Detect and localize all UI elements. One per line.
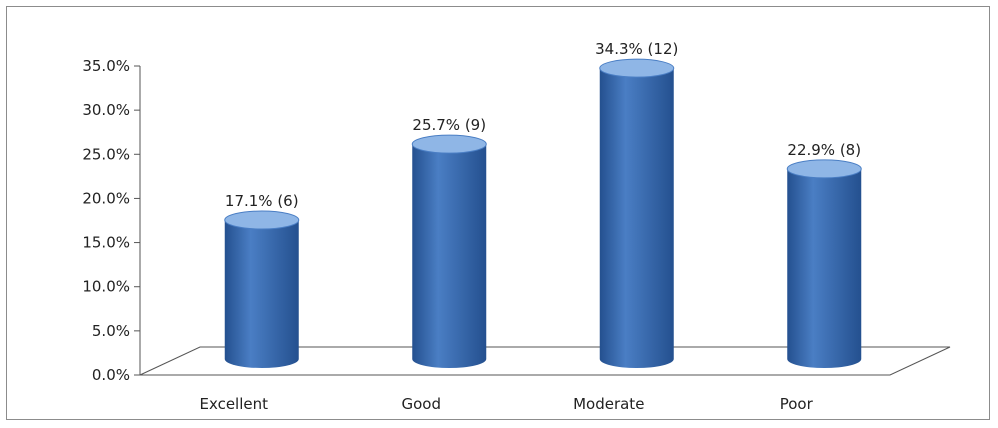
- bar: [411, 134, 487, 368]
- bar-chart: 0.0% 5.0% 10.0% 15.0% 20.0% 25.0% 30.0% 35.0% 17…: [82, 40, 951, 413]
- category-label: Good: [402, 395, 442, 413]
- chart-floor: [139, 346, 951, 376]
- data-label: 17.1% (6): [225, 192, 299, 210]
- bar-top: [599, 58, 675, 78]
- data-label: 25.7% (9): [412, 116, 486, 134]
- bar: [599, 58, 675, 369]
- y-tick-label: 25.0%: [82, 145, 130, 163]
- y-tick-label: 15.0%: [82, 234, 130, 252]
- y-tick-label: 5.0%: [92, 322, 130, 340]
- bar-body: [787, 168, 862, 368]
- y-tick-label: 10.0%: [82, 278, 130, 296]
- y-tick-label: 0.0%: [92, 366, 130, 384]
- y-tick-label: 30.0%: [82, 101, 130, 119]
- category-label: Poor: [780, 395, 814, 413]
- bar: [224, 210, 300, 368]
- axes: [134, 65, 951, 376]
- bar-body: [224, 220, 299, 368]
- bar-top: [224, 210, 300, 230]
- y-tick-label: 20.0%: [82, 189, 130, 207]
- chart-frame: 0.0% 5.0% 10.0% 15.0% 20.0% 25.0% 30.0% 35.0% 17…: [6, 6, 990, 420]
- bar-body: [599, 68, 674, 369]
- category-label: Excellent: [199, 395, 268, 413]
- labels: 0.0% 5.0% 10.0% 15.0% 20.0% 25.0% 30.0% 35.0% 17…: [82, 40, 861, 413]
- y-tick-label: 35.0%: [82, 57, 130, 75]
- data-label: 22.9% (8): [787, 141, 861, 159]
- data-label: 34.3% (12): [595, 40, 678, 58]
- bar: [786, 159, 862, 368]
- bars: [224, 58, 862, 369]
- category-label: Moderate: [573, 395, 644, 413]
- bar-top: [786, 159, 862, 179]
- bar-top: [411, 134, 487, 154]
- bar-body: [412, 144, 487, 368]
